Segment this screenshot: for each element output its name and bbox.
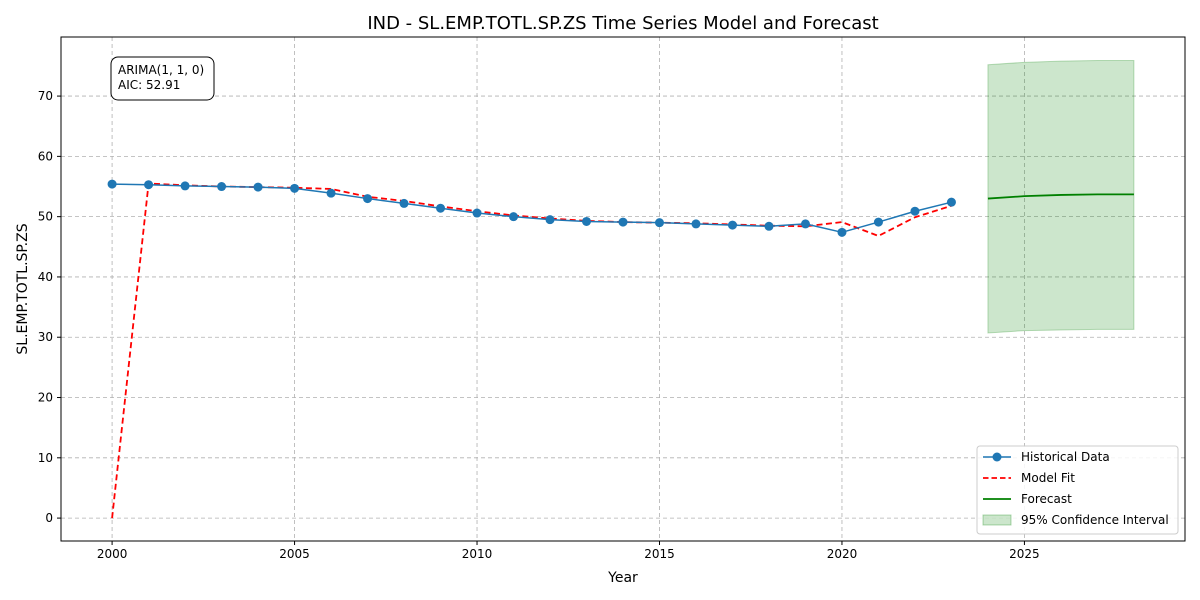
historical-point	[545, 215, 555, 225]
legend-item-confidence: 95% Confidence Interval	[982, 513, 1169, 527]
historical-point	[509, 212, 519, 222]
confidence-band-layer	[987, 60, 1135, 334]
historical-point	[618, 217, 628, 227]
y-axis-ticks: 0 10 20 30 40 50 60 70	[38, 89, 61, 525]
series-layer	[107, 179, 1134, 519]
historical-point	[436, 203, 446, 213]
y-tick-label: 50	[38, 210, 53, 224]
historical-point	[946, 197, 956, 207]
chart-title: IND - SL.EMP.TOTL.SP.ZS Time Series Mode…	[367, 13, 878, 34]
x-tick-label: 2000	[97, 547, 128, 561]
y-tick-label: 70	[38, 89, 53, 103]
historical-point	[399, 198, 409, 208]
x-tick-label: 2005	[279, 547, 310, 561]
legend-label-confidence: 95% Confidence Interval	[1021, 513, 1169, 527]
historical-point	[654, 218, 664, 228]
legend-swatch-confidence	[982, 514, 1012, 526]
legend: Historical Data Model Fit Forecast 95% C…	[976, 445, 1179, 535]
annotation-box	[110, 56, 215, 101]
historical-line	[112, 183, 952, 234]
historical-point	[910, 206, 920, 216]
annotation-model: ARIMA(1, 1, 0)	[118, 63, 204, 77]
legend-label-historical: Historical Data	[1021, 450, 1110, 464]
x-tick-label: 2015	[644, 547, 675, 561]
legend-item-model-fit: Model Fit	[983, 471, 1075, 485]
historical-point	[290, 183, 300, 193]
model-annotation: ARIMA(1, 1, 0) AIC: 52.91	[110, 56, 215, 101]
historical-point	[873, 217, 883, 227]
y-tick-label: 0	[45, 511, 53, 525]
y-tick-label: 10	[38, 451, 53, 465]
historical-point	[837, 227, 847, 237]
grid	[61, 37, 1185, 541]
y-tick-label: 40	[38, 270, 53, 284]
x-tick-label: 2010	[462, 547, 493, 561]
x-axis-title: Year	[607, 570, 638, 586]
y-tick-label: 30	[38, 330, 53, 344]
historical-point	[326, 188, 336, 198]
y-axis-title: SL.EMP.TOTL.SP.ZS	[15, 223, 31, 354]
legend-item-historical: Historical Data	[983, 450, 1110, 464]
forecast-line	[987, 193, 1134, 200]
historical-point	[217, 182, 227, 192]
historical-point	[472, 208, 482, 218]
historical-point	[144, 180, 154, 190]
historical-point	[107, 179, 117, 189]
historical-point	[363, 194, 373, 204]
x-tick-label: 2020	[827, 547, 858, 561]
legend-label-forecast: Forecast	[1021, 492, 1072, 506]
legend-item-forecast: Forecast	[983, 492, 1072, 506]
historical-point	[691, 219, 701, 229]
historical-point	[727, 220, 737, 230]
historical-point	[253, 182, 263, 192]
legend-box	[976, 445, 1179, 535]
y-tick-label: 60	[38, 149, 53, 163]
x-axis-ticks: 2000 2005 2010 2015 2020 2025	[97, 541, 1040, 561]
plot-frame	[60, 36, 1186, 542]
legend-marker-historical	[992, 452, 1002, 462]
historical-point	[582, 216, 592, 226]
annotation-aic: AIC: 52.91	[118, 78, 180, 92]
historical-point	[800, 219, 810, 229]
y-tick-label: 20	[38, 391, 53, 405]
historical-point	[764, 221, 774, 231]
legend-label-model-fit: Model Fit	[1021, 471, 1075, 485]
x-tick-label: 2025	[1009, 547, 1040, 561]
confidence-band	[987, 60, 1135, 334]
historical-point	[180, 181, 190, 191]
